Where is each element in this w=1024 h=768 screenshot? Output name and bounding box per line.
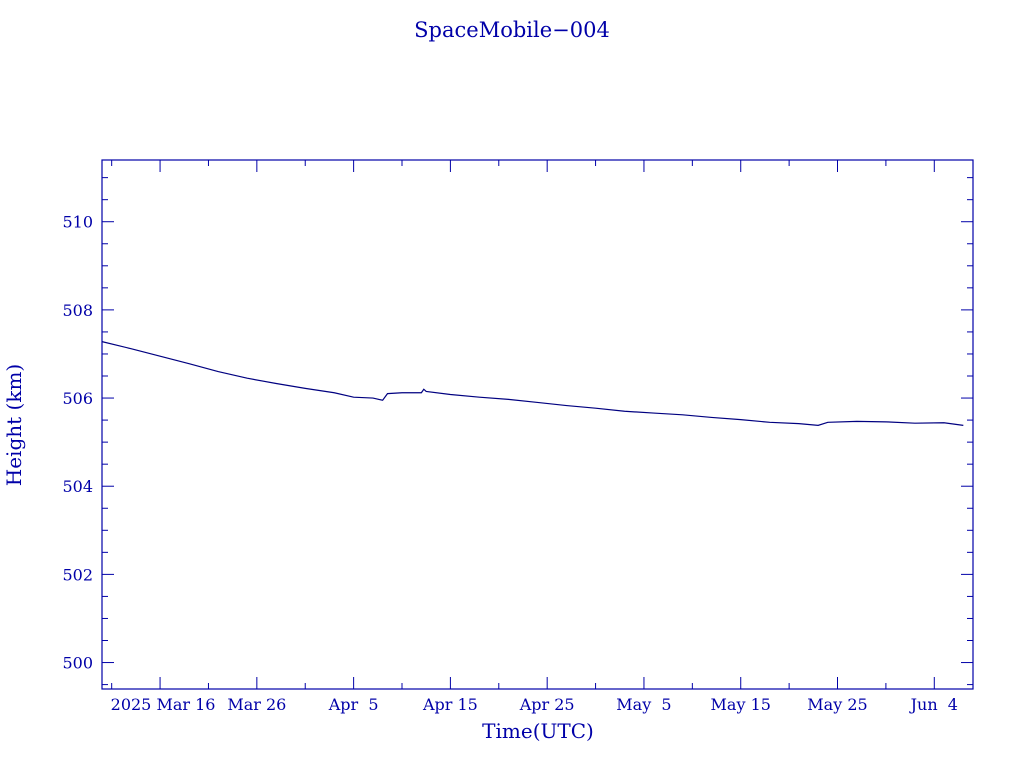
y-axis: 500 502 504 506 508 510	[62, 177, 973, 686]
x-axis-label: Time(UTC)	[482, 719, 594, 743]
x-tick-label: 2025 Mar 16	[111, 695, 216, 714]
x-tick-label: May 25	[807, 695, 867, 714]
x-tick-label: Apr 25	[519, 695, 575, 714]
x-tick-label: Apr 5	[328, 695, 379, 714]
x-axis: 2025 Mar 16 Mar 26 Apr 5 Apr 15 Apr 25 May 5 M…	[111, 160, 958, 714]
y-tick-label: 504	[62, 477, 93, 496]
y-axis-label: Height (km)	[2, 364, 26, 486]
y-tick-label: 506	[62, 389, 93, 408]
x-tick-label: Mar 26	[227, 695, 286, 714]
y-tick-label: 502	[62, 565, 93, 584]
y-tick-label: 500	[62, 654, 93, 673]
y-tick-label: 508	[62, 301, 93, 320]
x-tick-label: Apr 15	[422, 695, 478, 714]
y-tick-label: 510	[62, 213, 93, 232]
x-tick-label: May 15	[711, 695, 771, 714]
chart-title: SpaceMobile−004	[414, 18, 610, 42]
x-tick-label: Jun 4	[909, 695, 958, 714]
plot-frame	[101, 159, 974, 690]
height-series-line	[101, 341, 964, 426]
x-tick-label: May 5	[616, 695, 671, 714]
